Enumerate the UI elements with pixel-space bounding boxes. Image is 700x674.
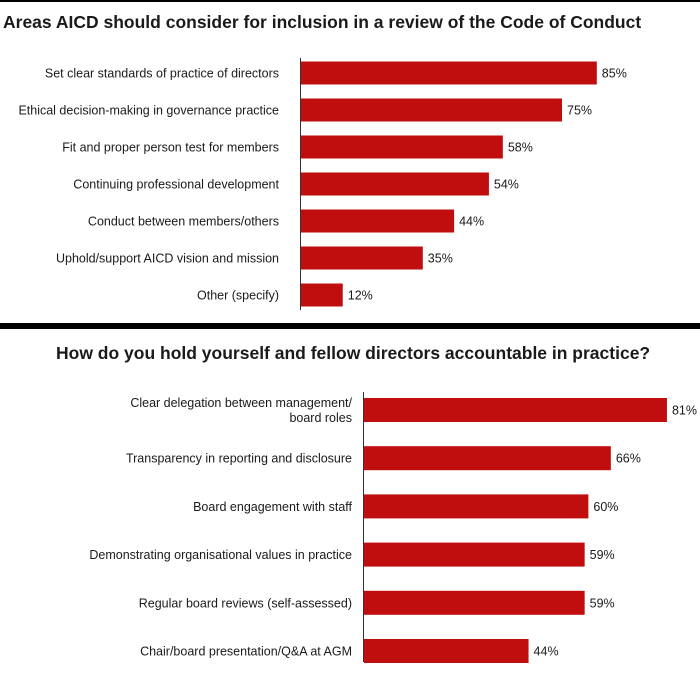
value-label: 81% xyxy=(672,404,697,418)
section-divider xyxy=(0,323,700,329)
category-label: Uphold/support AICD vision and mission xyxy=(56,252,279,266)
value-label: 60% xyxy=(593,500,618,514)
bar xyxy=(364,446,611,471)
value-label: 58% xyxy=(508,141,533,155)
bar-chart-code-of-conduct: 85% Set clear standards of practice of di… xyxy=(18,58,627,310)
value-label: 44% xyxy=(459,215,484,229)
value-label: 75% xyxy=(567,104,592,118)
category-label: Fit and proper person test for members xyxy=(62,141,279,155)
bar xyxy=(364,494,589,519)
category-label: Continuing professional development xyxy=(73,178,279,192)
bar xyxy=(301,98,562,122)
value-label: 59% xyxy=(590,596,615,610)
category-label: Chair/board presentation/Q&A at AGM xyxy=(140,645,352,659)
value-label: 66% xyxy=(616,452,641,466)
bar xyxy=(301,172,489,196)
category-label: Other (specify) xyxy=(197,289,279,303)
bar xyxy=(364,590,585,615)
value-label: 35% xyxy=(428,252,453,266)
category-label: board roles xyxy=(289,411,352,425)
category-label: Conduct between members/others xyxy=(88,215,279,229)
category-label: Regular board reviews (self-assessed) xyxy=(139,596,352,610)
bar xyxy=(364,639,529,663)
bar xyxy=(301,61,597,85)
top-rule xyxy=(0,0,700,2)
bar xyxy=(301,135,503,159)
bar xyxy=(301,283,343,307)
category-label: Board engagement with staff xyxy=(193,500,352,514)
bar xyxy=(364,542,585,567)
value-label: 12% xyxy=(348,289,373,303)
value-label: 54% xyxy=(494,178,519,192)
category-label: Ethical decision-making in governance pr… xyxy=(18,104,279,118)
category-label: Clear delegation between management/ xyxy=(130,396,352,410)
bar xyxy=(301,209,455,233)
chart-title-code-of-conduct: Areas AICD should consider for inclusion… xyxy=(3,12,642,32)
chart-title-accountability: How do you hold yourself and fellow dire… xyxy=(56,343,651,363)
category-label: Demonstrating organisational values in p… xyxy=(89,548,352,562)
category-label: Set clear standards of practice of direc… xyxy=(45,67,279,81)
bar xyxy=(301,246,423,270)
value-label: 44% xyxy=(534,645,559,659)
value-label: 59% xyxy=(590,548,615,562)
category-label: Transparency in reporting and disclosure xyxy=(126,452,352,466)
value-label: 85% xyxy=(602,67,627,81)
bar xyxy=(364,398,667,422)
